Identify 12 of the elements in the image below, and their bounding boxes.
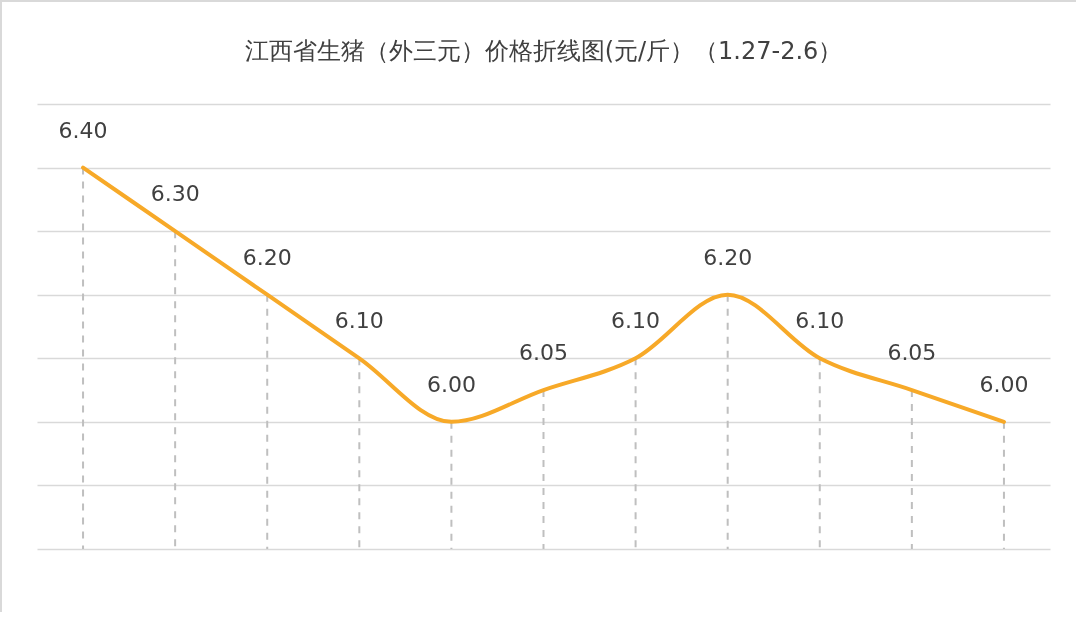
- data-label: 6.05: [887, 340, 937, 366]
- data-label: 6.10: [334, 308, 384, 334]
- data-label: 6.05: [519, 340, 568, 366]
- data-label: 6.00: [426, 371, 476, 397]
- data-label: 6.10: [611, 308, 661, 334]
- data-label: 6.30: [150, 181, 200, 207]
- data-label: 6.20: [703, 244, 753, 270]
- data-label: 6.20: [242, 244, 292, 270]
- data-label: 6.00: [979, 371, 1029, 397]
- chart-title: 江西省生猪（外三元）价格折线图(元/斤）（1.27-2.6）: [244, 37, 843, 65]
- data-label: 6.10: [795, 308, 845, 334]
- data-label: 6.40: [58, 117, 108, 143]
